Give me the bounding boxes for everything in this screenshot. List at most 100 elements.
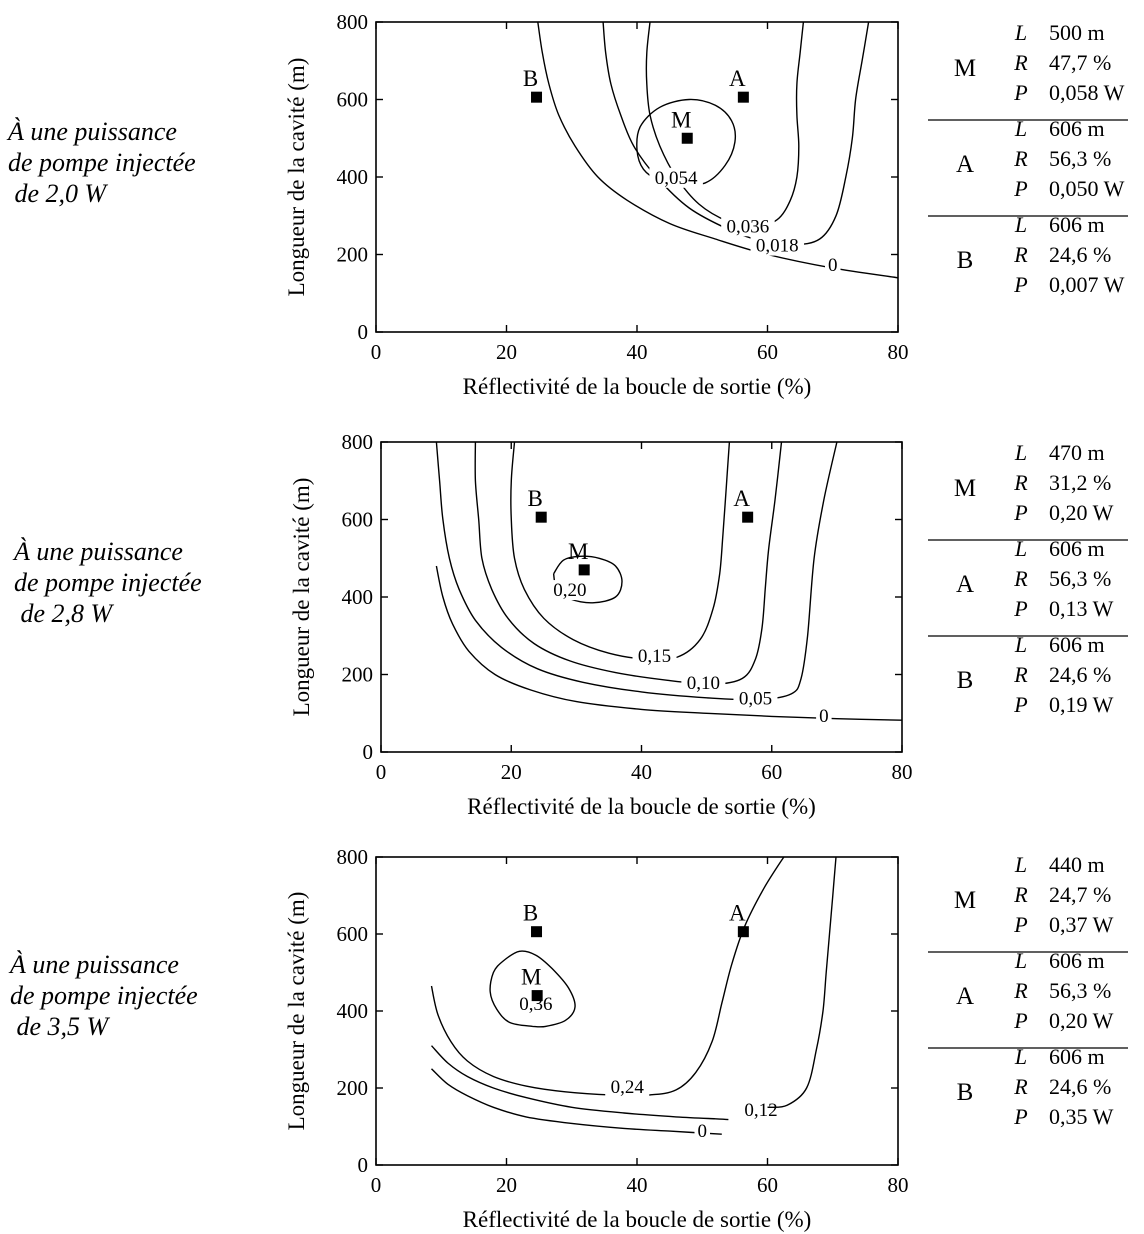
info-key: L	[1014, 536, 1027, 561]
contour-line	[430, 1045, 729, 1121]
info-block-M: M L 470 m R 31,2 % P 0,20 W	[954, 440, 1114, 525]
point-marker-A	[737, 926, 749, 938]
y-tick-label: 800	[337, 10, 369, 34]
point-label-A: A	[733, 486, 750, 511]
x-tick-label: 40	[631, 760, 652, 784]
info-value: 24,7 %	[1049, 882, 1111, 907]
x-tick-label: 60	[757, 1173, 778, 1197]
point-marker-B	[531, 926, 543, 938]
pump-text-line: de pompe injectée	[8, 148, 196, 177]
x-tick-label: 80	[888, 340, 909, 364]
x-tick-label: 80	[888, 1173, 909, 1197]
info-value: 47,7 %	[1049, 50, 1111, 75]
info-value: 0,050 W	[1049, 176, 1125, 201]
panel-2: À une puissance de pompe injectée de 2,8 …	[12, 430, 1128, 819]
contour-line	[510, 441, 731, 661]
contour-label: 0,054	[655, 168, 698, 189]
y-tick-label: 800	[342, 430, 374, 454]
contour-line	[537, 21, 899, 279]
info-letter: B	[957, 247, 974, 274]
info-key: P	[1013, 692, 1027, 717]
info-key: P	[1013, 912, 1027, 937]
x-tick-label: 20	[496, 340, 517, 364]
info-key: P	[1013, 1008, 1027, 1033]
x-tick-label: 80	[892, 760, 913, 784]
info-key: R	[1013, 1074, 1028, 1099]
contour-line	[636, 98, 737, 186]
contour-label: 0,05	[739, 689, 772, 710]
info-block-A: A L 606 m R 56,3 % P 0,20 W	[956, 948, 1114, 1033]
contour-label-bg	[738, 1099, 783, 1120]
point-label-A: A	[729, 901, 746, 926]
info-value: 606 m	[1049, 948, 1105, 973]
contour-label-bg	[816, 706, 832, 726]
point-label-M: M	[568, 539, 588, 564]
contour-label: 0,018	[756, 236, 799, 257]
info-value: 0,19 W	[1049, 692, 1114, 717]
plot-frame	[375, 856, 899, 1166]
pump-text-line: de 3,5 W	[10, 1012, 111, 1041]
x-tick-label: 0	[376, 760, 387, 784]
info-key: P	[1013, 176, 1027, 201]
point-marker-M	[531, 990, 543, 1002]
pump-power-text: À une puissance de pompe injectée de 3,5 …	[8, 950, 198, 1041]
info-value: 0,20 W	[1049, 1008, 1114, 1033]
info-key: P	[1013, 80, 1027, 105]
info-key: R	[1013, 50, 1028, 75]
info-value: 0,058 W	[1049, 80, 1125, 105]
info-block-B: B L 606 m R 24,6 % P 0,35 W	[957, 1044, 1114, 1129]
info-value: 0,35 W	[1049, 1104, 1114, 1129]
contour-label: 0,12	[744, 1100, 777, 1121]
point-label-M: M	[521, 965, 541, 990]
contour-line	[645, 21, 805, 229]
point-marker-B	[531, 91, 543, 103]
x-axis-label: Réflectivité de la boucle de sortie (%)	[463, 1207, 812, 1232]
pump-text-line: À une puissance	[12, 537, 183, 566]
x-tick-label: 40	[627, 1173, 648, 1197]
info-value: 0,007 W	[1049, 272, 1125, 297]
info-key: L	[1014, 20, 1027, 45]
x-tick-label: 40	[627, 340, 648, 364]
contour-label-bg	[694, 1121, 710, 1142]
contour-label-bg	[547, 580, 592, 601]
info-key: L	[1014, 1044, 1027, 1069]
y-tick-label: 200	[342, 663, 374, 687]
info-letter: A	[956, 983, 974, 1010]
info-block-B: B L 606 m R 24,6 % P 0,19 W	[957, 632, 1114, 717]
contour-label-bg	[721, 216, 775, 237]
info-key: L	[1014, 212, 1027, 237]
info-key: P	[1013, 272, 1027, 297]
contour-label-bg	[513, 994, 558, 1015]
info-letter: B	[957, 1079, 974, 1106]
pump-power-text: À une puissance de pompe injectée de 2,8 …	[12, 537, 202, 628]
x-axis-label: Réflectivité de la boucle de sortie (%)	[463, 374, 812, 399]
info-value: 500 m	[1049, 20, 1105, 45]
info-key: P	[1013, 500, 1027, 525]
info-letter: B	[957, 667, 974, 694]
info-key: R	[1013, 978, 1028, 1003]
pump-text-line: de 2,0 W	[8, 179, 109, 208]
point-marker-M	[681, 132, 693, 144]
info-block-A: A L 606 m R 56,3 % P 0,050 W	[956, 116, 1125, 201]
contour-line	[435, 565, 903, 721]
info-key: R	[1013, 242, 1028, 267]
x-tick-label: 0	[371, 340, 382, 364]
plot-frame	[375, 21, 899, 333]
pump-text-line: À une puissance	[6, 117, 177, 146]
info-value: 56,3 %	[1049, 146, 1111, 171]
y-tick-label: 0	[363, 740, 374, 764]
contour-label-bg	[750, 235, 805, 256]
info-block-A: A L 606 m R 56,3 % P 0,13 W	[956, 536, 1114, 621]
info-key: R	[1013, 146, 1028, 171]
contour-label: 0,20	[553, 580, 586, 601]
contour-label-bg	[632, 645, 677, 666]
contour-label-bg	[681, 673, 726, 694]
info-key: L	[1014, 852, 1027, 877]
y-axis-label: Longueur de la cavité (m)	[284, 58, 309, 297]
x-axis-label: Réflectivité de la boucle de sortie (%)	[467, 794, 816, 819]
info-value: 24,6 %	[1049, 242, 1111, 267]
point-marker-A	[742, 511, 754, 523]
x-tick-label: 60	[757, 340, 778, 364]
info-value: 31,2 %	[1049, 470, 1111, 495]
